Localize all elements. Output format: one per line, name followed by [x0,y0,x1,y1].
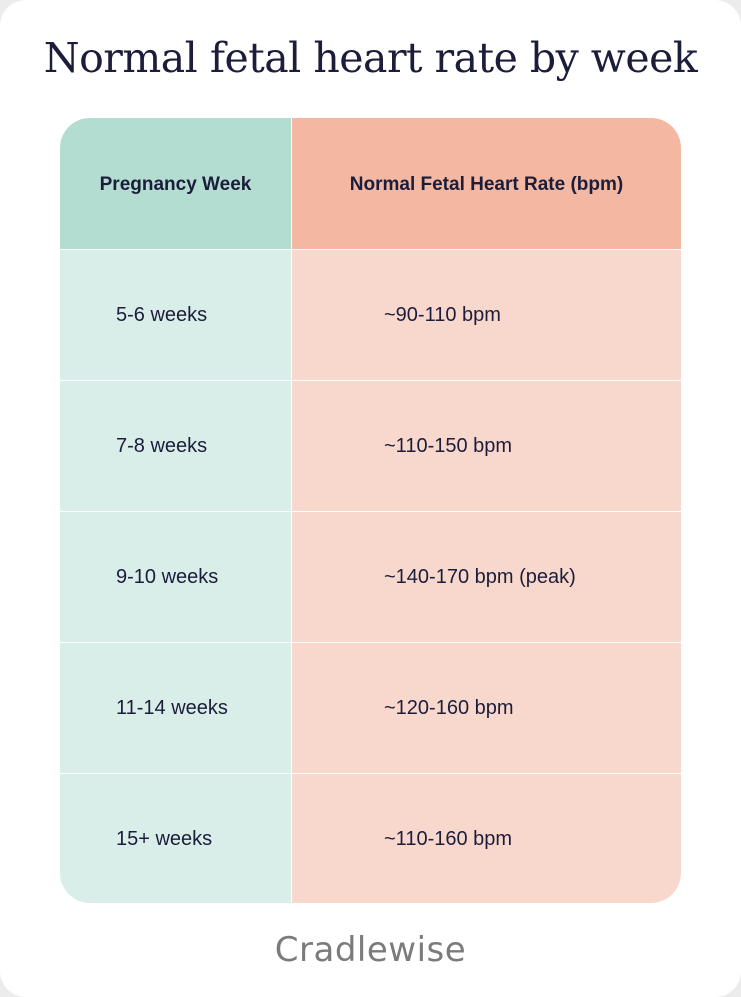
heart-rate-table: Pregnancy Week Normal Fetal Heart Rate (… [60,118,681,903]
table-row-rate: ~110-150 bpm [292,380,681,511]
column-divider [291,642,292,773]
header-heart-rate: Normal Fetal Heart Rate (bpm) [292,118,681,249]
column-divider [291,511,292,642]
table-row-rate: ~90-110 bpm [292,249,681,380]
column-divider [291,380,292,511]
column-divider [291,773,292,903]
column-divider [291,249,292,380]
table-row-week: 11-14 weeks [60,642,291,773]
header-pregnancy-week: Pregnancy Week [60,118,291,249]
page-title: Normal fetal heart rate by week [43,34,698,82]
table-row-week: 5-6 weeks [60,249,291,380]
table-row-week: 15+ weeks [60,773,291,903]
table-row-rate: ~110-160 bpm [292,773,681,903]
table-row-rate: ~120-160 bpm [292,642,681,773]
table-row-week: 9-10 weeks [60,511,291,642]
table-row-week: 7-8 weeks [60,380,291,511]
column-divider [291,118,292,249]
brand-logo-text: Cradlewise [274,930,467,970]
table-row-rate: ~140-170 bpm (peak) [292,511,681,642]
